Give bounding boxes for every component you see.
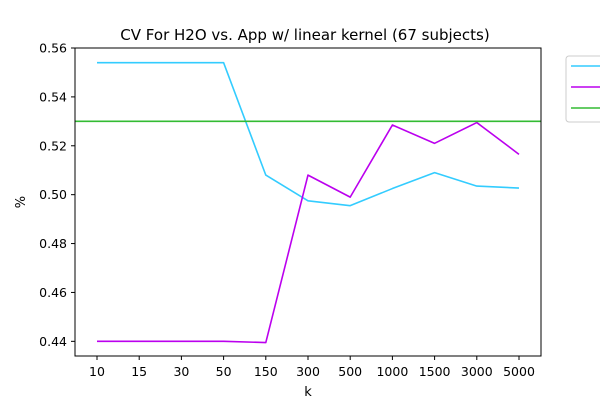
x-tick-label: 3000	[461, 364, 493, 379]
x-tick-label: 300	[296, 364, 320, 379]
y-axis-label: %	[14, 196, 29, 208]
legend-box	[565, 55, 600, 123]
x-tick-label: 5000	[503, 364, 535, 379]
x-tick-label: 500	[338, 364, 362, 379]
x-tick-label: 1000	[376, 364, 408, 379]
y-tick-label: 0.54	[39, 89, 67, 104]
series-line-2	[97, 121, 520, 344]
legend	[565, 55, 600, 123]
x-tick-label: 150	[254, 364, 278, 379]
y-tick-label: 0.48	[39, 236, 67, 251]
series-line-1	[97, 61, 520, 207]
series-layer	[75, 61, 541, 344]
x-axis-label: k	[304, 385, 312, 400]
x-tick-label: 30	[173, 364, 189, 379]
y-axis: 0.44 0.46 0.48 0.50 0.52 0.54 0.56	[39, 41, 75, 349]
x-axis: 10 15 30 50 150 300 500 1000 1500 3000 5000	[89, 356, 535, 379]
y-tick-label: 0.50	[39, 187, 67, 202]
x-tick-label: 15	[131, 364, 147, 379]
y-tick-label: 0.52	[39, 138, 67, 153]
x-tick-label: 50	[216, 364, 232, 379]
y-tick-label: 0.56	[39, 41, 67, 56]
y-tick-label: 0.46	[39, 285, 67, 300]
x-tick-label: 10	[89, 364, 105, 379]
chart-title: CV For H2O vs. App w/ linear kernel (67 …	[120, 26, 489, 44]
x-tick-label: 1500	[419, 364, 451, 379]
y-tick-label: 0.44	[39, 334, 67, 349]
